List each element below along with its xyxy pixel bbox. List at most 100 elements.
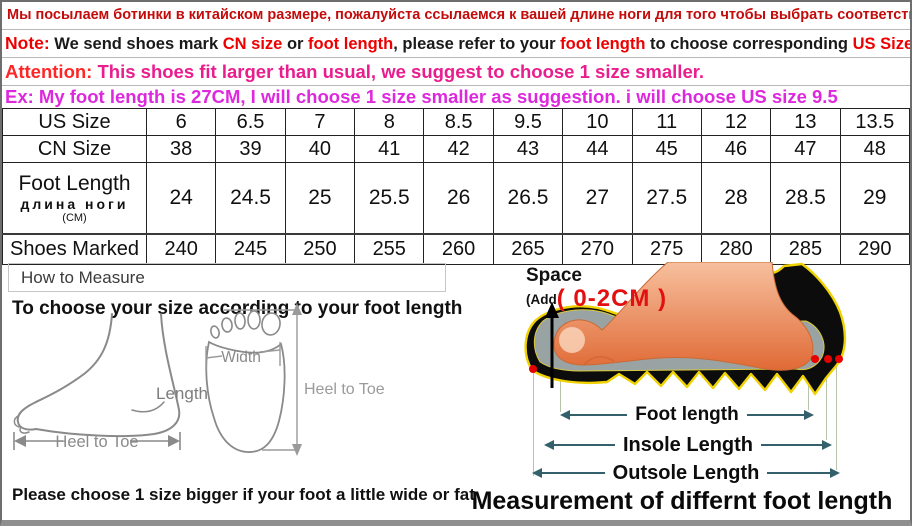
size-conversion-table: US Size 6 6.5 7 8 8.5 9.5 10 11 12 13 13.5 CN Size… [2, 108, 910, 265]
row-label: US Size [2, 108, 147, 136]
size-cell: 280 [700, 233, 772, 265]
note-label: Note: [5, 33, 50, 53]
arrow-line [746, 414, 805, 416]
size-cell: 265 [492, 233, 564, 265]
table-row-cn-size: CN Size 38 39 40 41 42 43 44 45 46 47 48 [2, 135, 910, 163]
size-cell: 26 [423, 162, 494, 235]
table-row-shoes-marked: Shoes Marked 240 245 250 255 260 265 270 275 280… [2, 233, 910, 265]
arrowhead-down-icon [292, 444, 302, 456]
space-arrow-head-icon [545, 302, 559, 318]
row-label: Foot Length длина ноги (CM) [2, 162, 147, 235]
arrowhead-left-icon [14, 435, 26, 447]
size-cell: 13.5 [839, 108, 910, 136]
space-annotation: Space (Add ( 0-2CM ) [526, 266, 667, 311]
size-cell: 10 [562, 108, 633, 136]
size-cell: 39 [215, 135, 286, 163]
size-cell: 8 [354, 108, 425, 136]
size-cell: 48 [839, 135, 910, 163]
size-cell: 255 [354, 233, 425, 265]
measurement-title: Measurement of differnt foot length [471, 487, 893, 515]
guide-line [836, 364, 837, 470]
arrowhead-left-icon [532, 468, 542, 478]
foot-length-arrow: Foot length [560, 404, 815, 426]
size-cell: 41 [354, 135, 425, 163]
length-label: Length [156, 384, 208, 403]
note-seg-highlight: US Size. [852, 35, 910, 53]
size-cell: 45 [631, 135, 702, 163]
arrow-line [761, 444, 822, 446]
insole-length-arrow: Insole Length [544, 434, 832, 456]
arrowhead-right-icon [804, 410, 815, 420]
note-seg-highlight: foot length [308, 35, 394, 53]
foot-top-diagram: Width Heel to Toe [205, 303, 385, 456]
toe-highlight [559, 327, 585, 353]
note-seg: We send shoes mark [49, 35, 223, 53]
size-cell: 25.5 [354, 162, 425, 235]
size-cell: 28.5 [770, 162, 841, 235]
size-cell: 290 [839, 233, 910, 265]
toe-crease [583, 356, 615, 366]
add-label: (Add [526, 292, 557, 307]
shoe-cross-section-illustration [524, 262, 847, 396]
outsole-length-arrow: Outsole Length [532, 461, 841, 484]
size-cell: 250 [284, 233, 356, 265]
example-line: Ex: My foot length is 27CM, I will choos… [2, 86, 910, 108]
arrowhead-up-icon [292, 303, 302, 315]
guide-line [560, 378, 561, 412]
size-cell: 285 [770, 233, 841, 265]
foot-length-label-russian: длина ноги [20, 196, 129, 212]
size-cell: 6.5 [215, 108, 286, 136]
guide-line [808, 364, 809, 410]
size-cell: 29 [839, 162, 910, 235]
foot-side-diagram: Length Heel to Toe [13, 313, 208, 451]
arrowhead-right-icon [830, 468, 841, 478]
attention-label: Attention: [5, 61, 93, 82]
example-text: Ex: My foot length is 27CM, I will choos… [5, 86, 838, 107]
arrowhead-right-icon [168, 435, 180, 447]
size-cell: 12 [700, 108, 772, 136]
attention-line: Attention: This shoes fit larger than us… [2, 58, 910, 86]
size-cell: 7 [284, 108, 356, 136]
arrow-line [554, 444, 615, 446]
size-cell: 27 [562, 162, 633, 235]
size-cell: 27.5 [631, 162, 702, 235]
note-seg: to choose corresponding [645, 35, 853, 53]
size-cell: 24 [145, 162, 217, 235]
space-label: Space [526, 265, 582, 286]
outsole-length-arrow-label: Outsole Length [612, 461, 760, 484]
note-seg-highlight: CN size [222, 35, 283, 53]
foot-length-unit: (CM) [62, 212, 87, 224]
russian-note-line: Мы посылаем ботинки в китайском размере,… [2, 2, 910, 30]
arrowhead-left-icon [560, 410, 570, 420]
note-seg: or [282, 35, 309, 53]
size-cell: 6 [145, 108, 217, 136]
size-cell: 24.5 [215, 162, 286, 235]
measure-dots [529, 355, 843, 373]
size-cell: 47 [770, 135, 841, 163]
size-cell: 25 [284, 162, 356, 235]
size-cell: 11 [631, 108, 702, 136]
wide-foot-note: Please choose 1 size bigger if your foot… [12, 485, 475, 504]
arrow-line [542, 472, 605, 474]
arrowhead-right-icon [822, 440, 832, 450]
foot-length-arrow-label: Foot length [635, 404, 739, 425]
size-cell: 44 [562, 135, 633, 163]
size-cell: 28 [700, 162, 772, 235]
arrowhead-left-icon [544, 440, 554, 450]
guide-line [826, 364, 827, 440]
insole-length-arrow-label: Insole Length [623, 433, 753, 456]
attention-text: This shoes fit larger than usual, we sug… [92, 61, 705, 82]
table-row-foot-length: Foot Length длина ноги (CM) 24 24.5 25 25.5… [2, 162, 910, 235]
size-cell: 42 [423, 135, 494, 163]
heel-to-toe-label-top: Heel to Toe [304, 381, 385, 398]
row-label: Shoes Marked [2, 233, 147, 265]
size-cell: 38 [145, 135, 217, 163]
how-to-measure-header: How to Measure [8, 263, 446, 292]
note-seg-highlight: foot length [560, 35, 646, 53]
size-cell: 240 [145, 233, 217, 265]
arrow-line [570, 414, 628, 416]
size-cell: 46 [700, 135, 772, 163]
russian-note-text: Мы посылаем ботинки в китайском размере,… [7, 7, 910, 23]
size-cell: 275 [631, 233, 702, 265]
